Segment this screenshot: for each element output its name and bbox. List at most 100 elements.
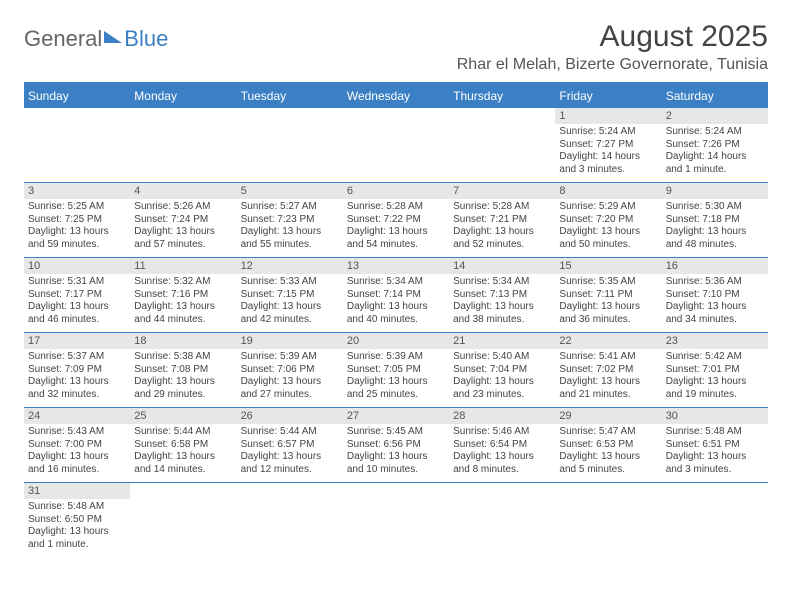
sunset-text: Sunset: 7:17 PM (28, 289, 126, 302)
day-number: 27 (343, 408, 449, 424)
sunset-text: Sunset: 6:51 PM (666, 439, 764, 452)
daylight-text: Daylight: 13 hours and 32 minutes. (28, 376, 126, 401)
day-info: Sunrise: 5:25 AMSunset: 7:25 PMDaylight:… (24, 199, 130, 253)
day-cell: 1Sunrise: 5:24 AMSunset: 7:27 PMDaylight… (555, 108, 661, 183)
logo-text-blue: Blue (124, 26, 168, 52)
day-info: Sunrise: 5:39 AMSunset: 7:05 PMDaylight:… (343, 349, 449, 403)
week-row: 17Sunrise: 5:37 AMSunset: 7:09 PMDayligh… (24, 333, 768, 408)
sunrise-text: Sunrise: 5:29 AM (559, 201, 657, 214)
day-number: 25 (130, 408, 236, 424)
day-cell: 15Sunrise: 5:35 AMSunset: 7:11 PMDayligh… (555, 258, 661, 333)
day-cell: 6Sunrise: 5:28 AMSunset: 7:22 PMDaylight… (343, 183, 449, 258)
day-cell: 9Sunrise: 5:30 AMSunset: 7:18 PMDaylight… (662, 183, 768, 258)
day-header: Monday (130, 83, 236, 108)
day-number: 1 (555, 108, 661, 124)
sunrise-text: Sunrise: 5:44 AM (134, 426, 232, 439)
sunrise-text: Sunrise: 5:48 AM (28, 501, 126, 514)
day-info: Sunrise: 5:24 AMSunset: 7:26 PMDaylight:… (662, 124, 768, 178)
day-number: 10 (24, 258, 130, 274)
day-cell: 20Sunrise: 5:39 AMSunset: 7:05 PMDayligh… (343, 333, 449, 408)
day-info: Sunrise: 5:45 AMSunset: 6:56 PMDaylight:… (343, 424, 449, 478)
day-info: Sunrise: 5:48 AMSunset: 6:50 PMDaylight:… (24, 499, 130, 553)
day-number: 30 (662, 408, 768, 424)
day-number: 16 (662, 258, 768, 274)
logo-text-general: General (24, 26, 102, 52)
daylight-text: Daylight: 13 hours and 36 minutes. (559, 301, 657, 326)
day-number: 15 (555, 258, 661, 274)
sunrise-text: Sunrise: 5:37 AM (28, 351, 126, 364)
sunrise-text: Sunrise: 5:40 AM (453, 351, 551, 364)
location: Rhar el Melah, Bizerte Governorate, Tuni… (457, 56, 768, 74)
sunset-text: Sunset: 7:26 PM (666, 139, 764, 152)
day-info: Sunrise: 5:34 AMSunset: 7:14 PMDaylight:… (343, 274, 449, 328)
daylight-text: Daylight: 13 hours and 23 minutes. (453, 376, 551, 401)
daylight-text: Daylight: 13 hours and 21 minutes. (559, 376, 657, 401)
sunrise-text: Sunrise: 5:27 AM (241, 201, 339, 214)
day-cell: 21Sunrise: 5:40 AMSunset: 7:04 PMDayligh… (449, 333, 555, 408)
day-cell: 31Sunrise: 5:48 AMSunset: 6:50 PMDayligh… (24, 483, 130, 558)
day-number: 18 (130, 333, 236, 349)
day-info: Sunrise: 5:40 AMSunset: 7:04 PMDaylight:… (449, 349, 555, 403)
day-info: Sunrise: 5:28 AMSunset: 7:21 PMDaylight:… (449, 199, 555, 253)
sunset-text: Sunset: 7:14 PM (347, 289, 445, 302)
daylight-text: Daylight: 13 hours and 16 minutes. (28, 451, 126, 476)
sunrise-text: Sunrise: 5:47 AM (559, 426, 657, 439)
week-row: 1Sunrise: 5:24 AMSunset: 7:27 PMDaylight… (24, 108, 768, 183)
sunset-text: Sunset: 7:20 PM (559, 214, 657, 227)
day-number: 26 (237, 408, 343, 424)
week-row: 3Sunrise: 5:25 AMSunset: 7:25 PMDaylight… (24, 183, 768, 258)
daylight-text: Daylight: 13 hours and 12 minutes. (241, 451, 339, 476)
day-header: Sunday (24, 83, 130, 108)
sunset-text: Sunset: 7:09 PM (28, 364, 126, 377)
day-info: Sunrise: 5:28 AMSunset: 7:22 PMDaylight:… (343, 199, 449, 253)
day-header: Tuesday (237, 83, 343, 108)
sunset-text: Sunset: 6:54 PM (453, 439, 551, 452)
day-cell: 17 Sunrise: 5:37 AMSunset: 7:09 PMDayligh… (24, 333, 130, 408)
day-header: Saturday (662, 83, 768, 108)
day-number: 6 (343, 183, 449, 199)
daylight-text: Daylight: 13 hours and 54 minutes. (347, 226, 445, 251)
day-info: Sunrise: 5:35 AMSunset: 7:11 PMDaylight:… (555, 274, 661, 328)
daylight-text: Daylight: 13 hours and 55 minutes. (241, 226, 339, 251)
sunset-text: Sunset: 7:13 PM (453, 289, 551, 302)
day-cell: 18Sunrise: 5:38 AMSunset: 7:08 PMDayligh… (130, 333, 236, 408)
day-number: 9 (662, 183, 768, 199)
day-number: 20 (343, 333, 449, 349)
sunset-text: Sunset: 7:06 PM (241, 364, 339, 377)
day-cell: 29Sunrise: 5:47 AMSunset: 6:53 PMDayligh… (555, 408, 661, 483)
day-number: 19 (237, 333, 343, 349)
sunset-text: Sunset: 7:22 PM (347, 214, 445, 227)
week-row: 31Sunrise: 5:48 AMSunset: 6:50 PMDayligh… (24, 483, 768, 558)
sunset-text: Sunset: 7:15 PM (241, 289, 339, 302)
daylight-text: Daylight: 13 hours and 29 minutes. (134, 376, 232, 401)
sunrise-text: Sunrise: 5:35 AM (559, 276, 657, 289)
day-info: Sunrise: 5:44 AMSunset: 6:57 PMDaylight:… (237, 424, 343, 478)
daylight-text: Daylight: 14 hours and 1 minute. (666, 151, 764, 176)
sunrise-text: Sunrise: 5:39 AM (347, 351, 445, 364)
sunrise-text: Sunrise: 5:46 AM (453, 426, 551, 439)
day-header: Thursday (449, 83, 555, 108)
day-info: Sunrise: 5:31 AMSunset: 7:17 PMDaylight:… (24, 274, 130, 328)
sunset-text: Sunset: 7:24 PM (134, 214, 232, 227)
day-info: Sunrise: 5:44 AMSunset: 6:58 PMDaylight:… (130, 424, 236, 478)
sail-icon (104, 31, 122, 43)
sunset-text: Sunset: 7:00 PM (28, 439, 126, 452)
header: General Blue August 2025 Rhar el Melah, … (24, 20, 768, 74)
empty-cell (343, 108, 449, 183)
empty-cell (449, 483, 555, 558)
day-info: Sunrise: 5:38 AMSunset: 7:08 PMDaylight:… (130, 349, 236, 403)
daylight-text: Daylight: 13 hours and 48 minutes. (666, 226, 764, 251)
day-number: 21 (449, 333, 555, 349)
sunset-text: Sunset: 7:10 PM (666, 289, 764, 302)
day-cell: 2Sunrise: 5:24 AMSunset: 7:26 PMDaylight… (662, 108, 768, 183)
day-cell: 3Sunrise: 5:25 AMSunset: 7:25 PMDaylight… (24, 183, 130, 258)
title-block: August 2025 Rhar el Melah, Bizerte Gover… (457, 20, 768, 74)
empty-cell (237, 483, 343, 558)
day-number: 28 (449, 408, 555, 424)
day-cell: 28Sunrise: 5:46 AMSunset: 6:54 PMDayligh… (449, 408, 555, 483)
sunset-text: Sunset: 6:57 PM (241, 439, 339, 452)
day-number: 17 (24, 333, 130, 349)
day-cell: 19Sunrise: 5:39 AMSunset: 7:06 PMDayligh… (237, 333, 343, 408)
day-info: Sunrise: 5:41 AMSunset: 7:02 PMDaylight:… (555, 349, 661, 403)
day-number: 14 (449, 258, 555, 274)
